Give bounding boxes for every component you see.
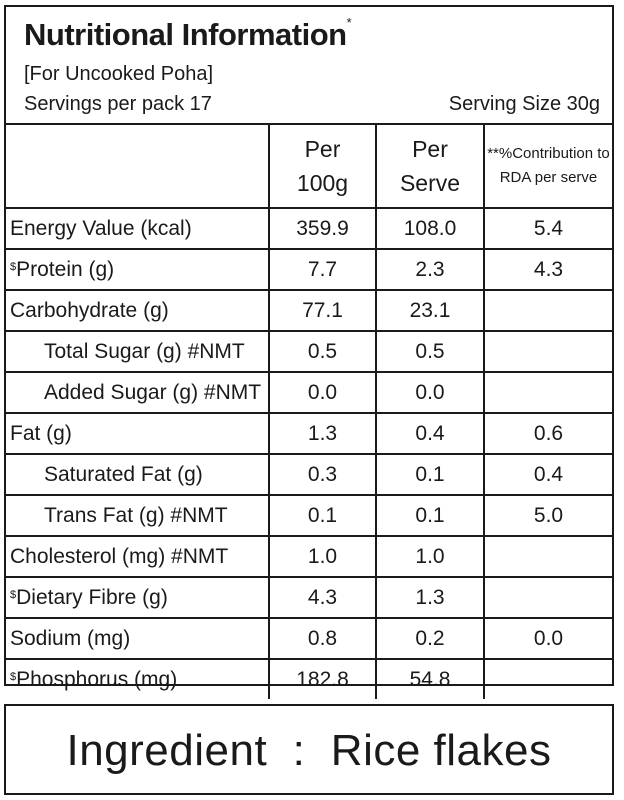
header-per-serve-line1: Per [412, 136, 448, 162]
value-per-100g: 7.7 [268, 248, 377, 291]
table-row: Energy Value (kcal) 359.9 108.0 5.4 [6, 207, 612, 250]
value-rda: 0.4 [483, 453, 612, 496]
value-per-100g: 182.8 [268, 658, 377, 699]
table-row: Trans Fat (g) #NMT 0.1 0.1 5.0 [6, 494, 612, 537]
value-per-100g: 1.3 [268, 412, 377, 455]
value-per-serve: 0.1 [375, 494, 485, 537]
value-rda: 0.0 [483, 617, 612, 660]
value-per-serve: 54.8 [375, 658, 485, 699]
value-per-serve: 1.0 [375, 535, 485, 578]
nutrient-label: Trans Fat (g) #NMT [6, 494, 270, 537]
value-per-serve: 0.5 [375, 330, 485, 373]
table-row: Added Sugar (g) #NMT 0.0 0.0 [6, 371, 612, 414]
value-rda [483, 658, 612, 699]
value-rda: 5.0 [483, 494, 612, 537]
nutrient-name: Sodium (mg) [10, 626, 131, 650]
table-row: Sodium (mg) 0.8 0.2 0.0 [6, 617, 612, 660]
value-rda [483, 371, 612, 414]
table-row: Cholesterol (mg) #NMT 1.0 1.0 [6, 535, 612, 578]
ingredient-text: Ingredient : Rice flakes [66, 726, 552, 775]
header-per-100g-line2: 100g [296, 170, 349, 196]
value-rda [483, 330, 612, 373]
table-row: $Phosphorus (mg) 182.8 54.8 [6, 658, 612, 699]
value-per-serve: 0.4 [375, 412, 485, 455]
value-rda [483, 535, 612, 578]
value-per-serve: 1.3 [375, 576, 485, 619]
value-per-100g: 0.5 [268, 330, 377, 373]
header-rda-line2: RDA per serve [499, 169, 598, 186]
servings-per-pack: Servings per pack 17 [24, 93, 212, 115]
value-rda [483, 289, 612, 332]
header-per-100g-line1: Per [304, 136, 341, 162]
nutrient-name: Protein (g) [16, 257, 115, 281]
nutrient-name: Fat (g) [10, 421, 72, 445]
nutrient-label: Saturated Fat (g) [6, 453, 270, 496]
table-row: Total Sugar (g) #NMT 0.5 0.5 [6, 330, 612, 373]
serving-size: Serving Size 30g [448, 93, 600, 115]
nutrient-name: Phosphorus (mg) [16, 667, 178, 691]
value-per-serve: 0.0 [375, 371, 485, 414]
nutrient-label: Carbohydrate (g) [6, 289, 270, 332]
value-rda: 5.4 [483, 207, 612, 250]
nutrient-label: Fat (g) [6, 412, 270, 455]
header-per-100g: Per 100g [268, 125, 377, 209]
table-row: $Protein (g) 7.7 2.3 4.3 [6, 248, 612, 291]
header-per-serve-line2: Serve [399, 170, 461, 196]
title-asterisk: * [346, 15, 352, 30]
nutrient-label: $Protein (g) [6, 248, 270, 291]
value-per-serve: 0.2 [375, 617, 485, 660]
table-row: $Dietary Fibre (g) 4.3 1.3 [6, 576, 612, 619]
header-per-serve: Per Serve [375, 125, 485, 209]
panel-subtitle: [For Uncooked Poha] [24, 63, 213, 85]
nutrient-symbol: $ [10, 260, 17, 273]
nutrient-label: Added Sugar (g) #NMT [6, 371, 270, 414]
value-per-100g: 359.9 [268, 207, 377, 250]
panel-title: Nutritional Information* [24, 15, 352, 53]
table-row: Carbohydrate (g) 77.1 23.1 [6, 289, 612, 332]
nutrient-name: Carbohydrate (g) [10, 298, 169, 322]
panel-title-text: Nutritional Information [24, 17, 347, 52]
nutrient-name: Dietary Fibre (g) [16, 585, 168, 609]
table-row: Fat (g) 1.3 0.4 0.6 [6, 412, 612, 455]
value-rda: 0.6 [483, 412, 612, 455]
nutrient-name: Saturated Fat (g) [44, 462, 203, 486]
nutrition-table: Per 100g Per Serve **%Contribution to RDA p… [6, 125, 612, 699]
value-per-100g: 4.3 [268, 576, 377, 619]
value-per-100g: 1.0 [268, 535, 377, 578]
value-per-100g: 77.1 [268, 289, 377, 332]
nutrient-label: $Phosphorus (mg) [6, 658, 270, 699]
ingredient-box: Ingredient : Rice flakes [4, 704, 614, 795]
nutrient-name: Added Sugar (g) #NMT [44, 380, 262, 404]
header-rda: **%Contribution to RDA per serve [483, 125, 612, 209]
nutrient-label: Sodium (mg) [6, 617, 270, 660]
value-per-serve: 0.1 [375, 453, 485, 496]
table-row: Saturated Fat (g) 0.3 0.1 0.4 [6, 453, 612, 496]
value-per-100g: 0.3 [268, 453, 377, 496]
value-per-100g: 0.8 [268, 617, 377, 660]
table-header-row: Per 100g Per Serve **%Contribution to RDA p… [6, 125, 612, 209]
nutrient-name: Cholesterol (mg) #NMT [10, 544, 229, 568]
value-per-serve: 23.1 [375, 289, 485, 332]
value-rda: 4.3 [483, 248, 612, 291]
nutrient-name: Energy Value (kcal) [10, 216, 192, 240]
value-per-serve: 108.0 [375, 207, 485, 250]
nutrient-label: Energy Value (kcal) [6, 207, 270, 250]
value-per-100g: 0.1 [268, 494, 377, 537]
nutrition-panel: Nutritional Information* [For Uncooked P… [4, 5, 614, 699]
header-nutrient-cell [6, 125, 270, 209]
nutrient-label: $Dietary Fibre (g) [6, 576, 270, 619]
nutrient-symbol: $ [10, 588, 17, 601]
value-rda [483, 576, 612, 619]
value-per-serve: 2.3 [375, 248, 485, 291]
nutrient-name: Trans Fat (g) #NMT [44, 503, 228, 527]
nutrient-label: Cholesterol (mg) #NMT [6, 535, 270, 578]
value-per-100g: 0.0 [268, 371, 377, 414]
nutrient-name: Total Sugar (g) #NMT [44, 339, 245, 363]
nutrient-label: Total Sugar (g) #NMT [6, 330, 270, 373]
nutrient-symbol: $ [10, 670, 17, 683]
nutrition-header: Nutritional Information* [For Uncooked P… [6, 7, 612, 125]
header-rda-line1: **%Contribution to [487, 145, 610, 162]
